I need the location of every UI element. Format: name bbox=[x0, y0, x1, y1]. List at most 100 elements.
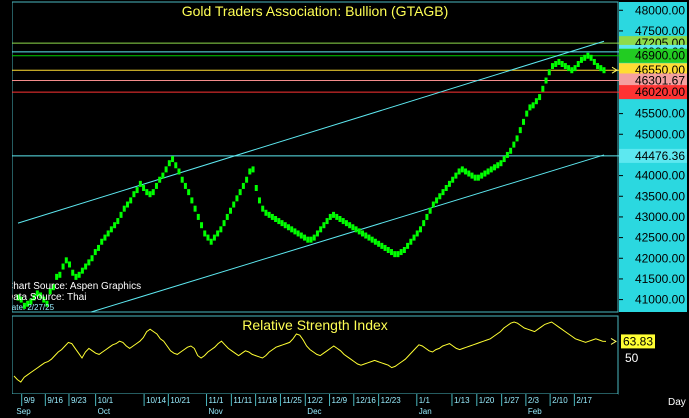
x-day-label: 1/13 bbox=[454, 396, 470, 405]
price-bar bbox=[406, 242, 410, 249]
price-bar bbox=[26, 300, 30, 307]
price-bars bbox=[16, 52, 606, 309]
x-day-label: 10/14 bbox=[146, 396, 167, 405]
price-bar bbox=[293, 228, 297, 235]
channel-line-upper bbox=[17, 40, 605, 224]
price-bar bbox=[203, 230, 207, 237]
price-bar bbox=[68, 261, 72, 268]
price-bar bbox=[206, 234, 210, 241]
price-bar bbox=[261, 205, 265, 212]
price-bar bbox=[116, 218, 120, 225]
price-bar bbox=[396, 251, 400, 258]
price-bar bbox=[322, 222, 326, 229]
level-label-bg bbox=[619, 85, 687, 100]
price-tick-label: 45500.00 bbox=[635, 107, 685, 121]
price-bar bbox=[557, 58, 561, 65]
price-bar bbox=[229, 207, 233, 214]
price-bar bbox=[325, 218, 329, 225]
price-bar bbox=[171, 156, 175, 163]
price-bar bbox=[402, 247, 406, 253]
price-tick-label: 42500.00 bbox=[635, 231, 685, 245]
price-bar bbox=[251, 166, 255, 173]
level-label: 46900.00 bbox=[635, 49, 685, 63]
price-bar bbox=[103, 234, 107, 241]
x-day-label: 1/27 bbox=[504, 396, 520, 405]
price-bar bbox=[248, 168, 252, 175]
price-bar bbox=[389, 249, 393, 256]
level-label-bg bbox=[619, 48, 687, 63]
level-label: 46020.00 bbox=[635, 85, 685, 99]
price-bar bbox=[447, 180, 451, 187]
price-bar bbox=[177, 168, 181, 175]
price-bar bbox=[125, 201, 129, 208]
price-bar bbox=[241, 182, 245, 189]
price-bar bbox=[364, 232, 368, 239]
price-bar bbox=[534, 98, 538, 105]
price-bar bbox=[386, 247, 390, 253]
price-bar bbox=[399, 249, 403, 256]
price-bar bbox=[380, 242, 384, 249]
price-bar bbox=[589, 54, 593, 61]
price-bar bbox=[29, 298, 33, 305]
price-bar bbox=[309, 236, 313, 243]
level-label-bg bbox=[619, 73, 687, 88]
price-bar bbox=[245, 176, 249, 183]
price-bar bbox=[109, 226, 113, 233]
price-bar bbox=[238, 189, 242, 196]
price-bar bbox=[505, 151, 509, 158]
rsi-tick-label: 50 bbox=[625, 351, 639, 365]
x-day-label: 10/21 bbox=[170, 396, 191, 405]
price-bar bbox=[544, 77, 548, 84]
x-axis-background bbox=[12, 394, 618, 418]
price-bar bbox=[454, 172, 458, 179]
price-tick-label: 43500.00 bbox=[635, 189, 685, 203]
price-bar bbox=[235, 195, 239, 202]
price-bar bbox=[32, 294, 36, 301]
price-bar bbox=[480, 172, 484, 179]
price-bar bbox=[579, 56, 583, 63]
chart-source: Chart Source: Aspen Graphics bbox=[6, 281, 141, 292]
price-bar bbox=[45, 300, 49, 307]
x-unit-label: Day bbox=[668, 397, 686, 408]
price-tick-label: 44000.00 bbox=[635, 169, 685, 183]
price-bar bbox=[225, 213, 229, 220]
rsi-line bbox=[13, 321, 607, 383]
price-bar bbox=[51, 284, 55, 291]
price-bar bbox=[531, 102, 535, 109]
price-bar bbox=[602, 67, 606, 74]
price-bar bbox=[154, 182, 158, 189]
rsi-current-bg bbox=[621, 334, 655, 349]
price-bar bbox=[216, 230, 220, 237]
price-bar bbox=[373, 238, 377, 245]
price-bar bbox=[341, 218, 345, 225]
last-price-arrow bbox=[611, 66, 618, 74]
price-bar bbox=[451, 176, 455, 183]
price-bar bbox=[48, 288, 52, 295]
price-bar bbox=[209, 238, 213, 245]
x-month-label: Oct bbox=[98, 407, 111, 416]
price-bar bbox=[435, 197, 439, 204]
price-bar bbox=[306, 236, 310, 243]
price-tick-label: 41000.00 bbox=[635, 293, 685, 307]
price-bar bbox=[264, 209, 268, 216]
x-day-label: 12/9 bbox=[332, 396, 348, 405]
price-bar bbox=[351, 224, 355, 231]
price-bar bbox=[509, 147, 513, 154]
price-bar bbox=[290, 226, 294, 233]
price-bar bbox=[570, 67, 574, 74]
rsi-axis-background bbox=[619, 316, 687, 394]
price-bar bbox=[180, 176, 184, 183]
data-source: Data Source: Thai bbox=[6, 292, 86, 303]
price-bar bbox=[270, 213, 274, 220]
x-month-label: Jan bbox=[419, 407, 432, 416]
price-bar bbox=[470, 172, 474, 179]
x-day-label: 11/25 bbox=[282, 396, 302, 405]
price-bar bbox=[87, 259, 91, 266]
price-bar bbox=[357, 228, 361, 235]
price-bar bbox=[42, 296, 46, 303]
price-bar bbox=[415, 230, 419, 237]
price-bar bbox=[58, 271, 62, 278]
price-bar bbox=[61, 263, 65, 270]
price-bar bbox=[599, 65, 603, 72]
